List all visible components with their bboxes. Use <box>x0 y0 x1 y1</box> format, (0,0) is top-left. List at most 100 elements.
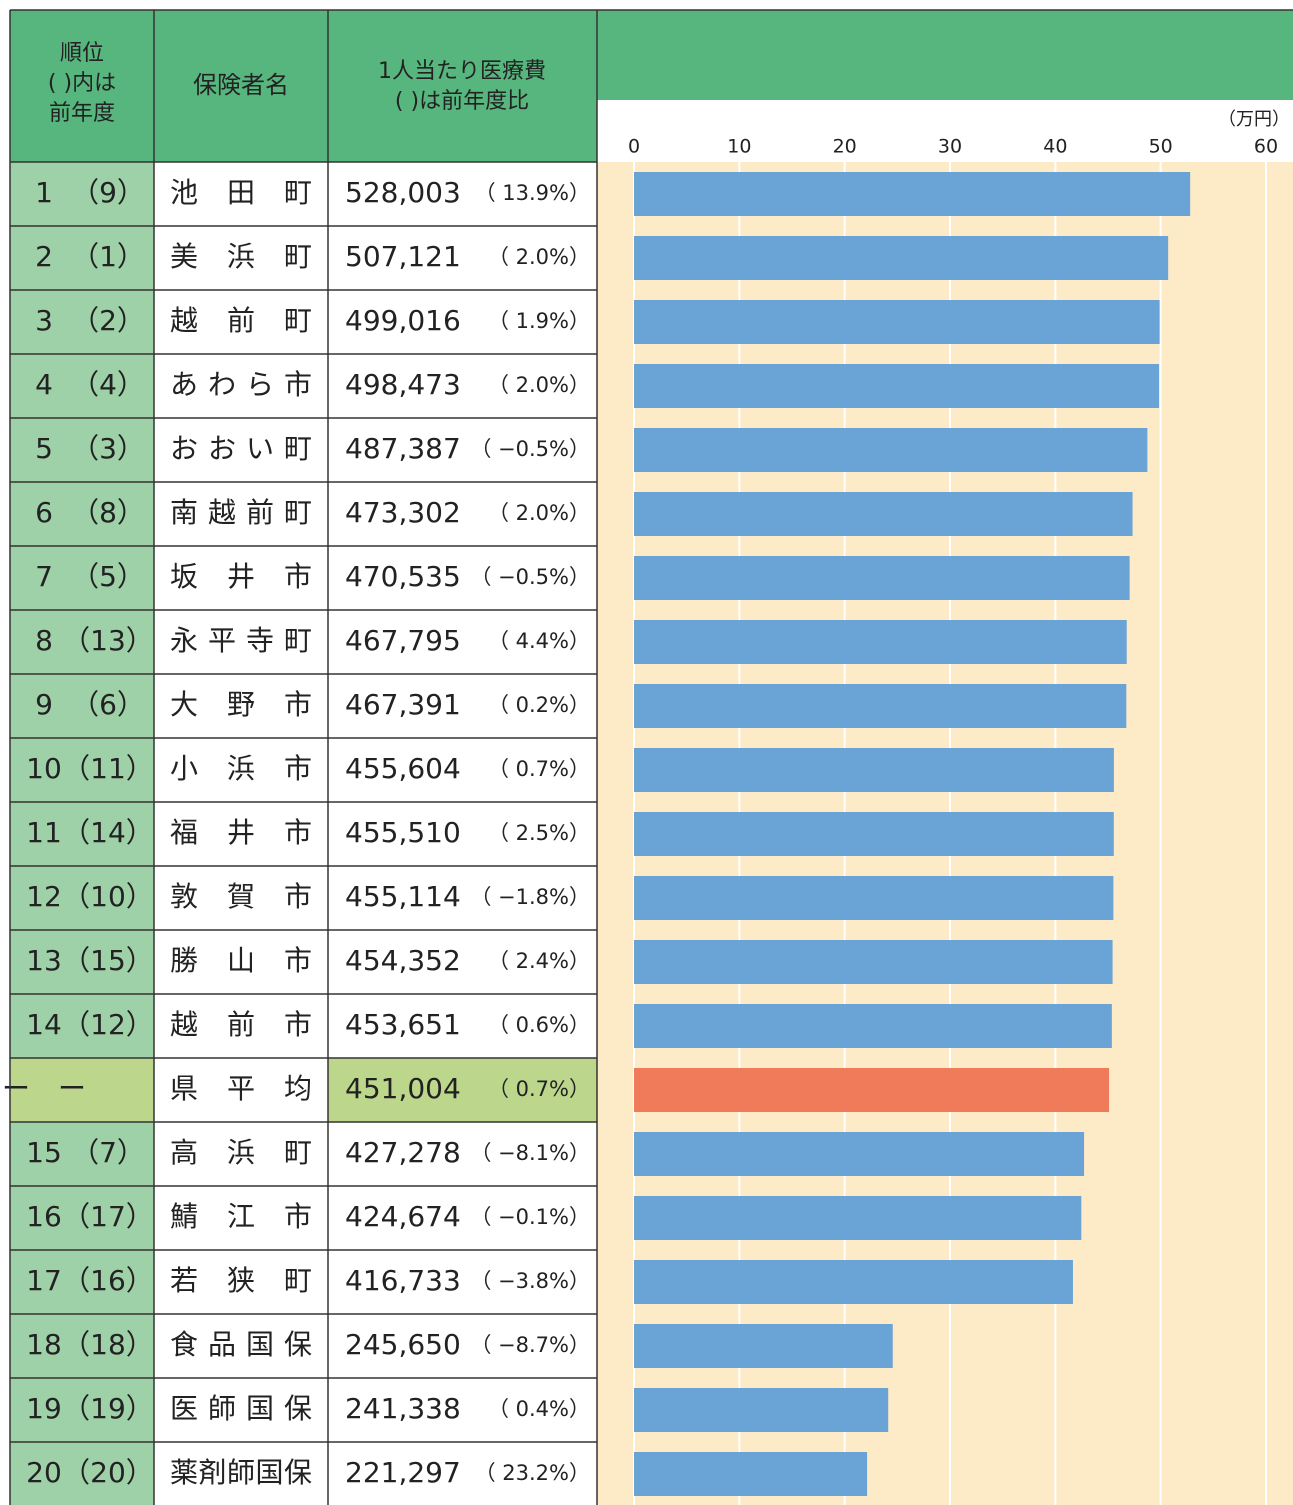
name-cell <box>154 1122 328 1186</box>
bar <box>634 556 1130 600</box>
bar <box>634 1068 1110 1112</box>
x-tick-label: 30 <box>938 136 962 158</box>
name-cell <box>154 290 328 354</box>
cost-cell <box>328 802 597 866</box>
rank: 4 <box>35 368 53 401</box>
cost-cell <box>328 1378 597 1442</box>
bar <box>634 172 1191 216</box>
prev-rank: （14） <box>62 816 154 849</box>
name-cell <box>154 802 328 866</box>
cost-cell <box>328 610 597 674</box>
header-text: 順位 <box>60 41 104 66</box>
cost-cell <box>328 674 597 738</box>
name-cell <box>154 866 328 930</box>
cost-cell <box>328 994 597 1058</box>
rank-cell <box>10 546 154 610</box>
change: （ 13.9%） <box>475 181 590 205</box>
value-label: 241,338 <box>345 1392 461 1425</box>
name-cell <box>154 738 328 802</box>
rank-cell <box>10 1122 154 1186</box>
rank-cell <box>10 1058 154 1122</box>
header-text: 1人当たり医療費 <box>378 59 546 84</box>
bar <box>634 428 1148 472</box>
rank: 1 <box>35 176 53 209</box>
change: （ −0.5%） <box>470 437 590 461</box>
value-label: 467,795 <box>345 624 461 657</box>
name: 高浜町 <box>170 1136 312 1169</box>
rank: 12 <box>26 880 62 913</box>
cost-cell <box>328 226 597 290</box>
name: 勝山市 <box>170 944 312 977</box>
name-cell <box>154 1314 328 1378</box>
prev-rank: （6） <box>71 688 145 721</box>
value-label: 416,733 <box>345 1264 461 1297</box>
rank: 16 <box>26 1200 62 1233</box>
cost-cell <box>328 1442 597 1505</box>
change: （ 2.0%） <box>488 373 590 397</box>
cost-cell <box>328 290 597 354</box>
x-tick-label: 10 <box>727 136 751 158</box>
cost-cell <box>328 1058 597 1122</box>
name: 池田町 <box>170 176 312 209</box>
rank-cell <box>10 1314 154 1378</box>
change: （ 0.7%） <box>488 1077 590 1101</box>
bar <box>634 684 1127 728</box>
header-text: ( )内は <box>48 71 116 96</box>
change: （ 2.0%） <box>488 245 590 269</box>
rank-cell <box>10 482 154 546</box>
change: （ −3.8%） <box>470 1269 590 1293</box>
bar <box>634 812 1114 856</box>
name: 坂井市 <box>170 560 312 593</box>
name-cell <box>154 1058 328 1122</box>
prev-rank: （10） <box>62 880 154 913</box>
value-label: 453,651 <box>345 1008 461 1041</box>
rank-cell <box>10 1186 154 1250</box>
value-label: 245,650 <box>345 1328 461 1361</box>
change: （ 2.5%） <box>488 821 590 845</box>
name: 敦賀市 <box>170 880 312 913</box>
axis-strip <box>597 100 1293 162</box>
bar <box>634 1452 868 1496</box>
prev-rank: （16） <box>62 1264 154 1297</box>
change: （ 4.4%） <box>488 629 590 653</box>
value-label: 498,473 <box>345 368 461 401</box>
rank-cell <box>10 290 154 354</box>
prev-rank: （20） <box>62 1456 154 1489</box>
cost-cell <box>328 482 597 546</box>
change: （ 0.4%） <box>488 1397 590 1421</box>
value-label: 487,387 <box>345 432 461 465</box>
prev-rank: （11） <box>62 752 154 785</box>
change: （ 2.0%） <box>488 501 590 525</box>
value-label: 221,297 <box>345 1456 461 1489</box>
bar <box>634 876 1114 920</box>
rank: 3 <box>35 304 53 337</box>
value-label: 507,121 <box>345 240 461 273</box>
prev-rank: （8） <box>71 496 145 529</box>
x-tick-label: 40 <box>1043 136 1067 158</box>
name: 県平均 <box>170 1072 312 1105</box>
name-cell <box>154 674 328 738</box>
bar <box>634 364 1160 408</box>
bar <box>634 1004 1112 1048</box>
value-label: 424,674 <box>345 1200 461 1233</box>
name: 越前市 <box>170 1008 312 1041</box>
prev-rank: （15） <box>62 944 154 977</box>
name-cell <box>154 1250 328 1314</box>
bar <box>634 1132 1085 1176</box>
value-label: 499,016 <box>345 304 461 337</box>
bar <box>634 236 1169 280</box>
rank: 8 <box>35 624 53 657</box>
name-cell <box>154 1186 328 1250</box>
rank: 11 <box>26 816 62 849</box>
x-tick-label: 60 <box>1254 136 1278 158</box>
rank-cell <box>10 354 154 418</box>
prev-rank: （2） <box>71 304 145 337</box>
bar <box>634 748 1114 792</box>
change: （ −8.1%） <box>470 1141 590 1165</box>
bar <box>634 620 1127 664</box>
value-label: 451,004 <box>345 1072 461 1105</box>
value-label: 427,278 <box>345 1136 461 1169</box>
change: （ 0.6%） <box>488 1013 590 1037</box>
prev-rank: （9） <box>71 176 145 209</box>
